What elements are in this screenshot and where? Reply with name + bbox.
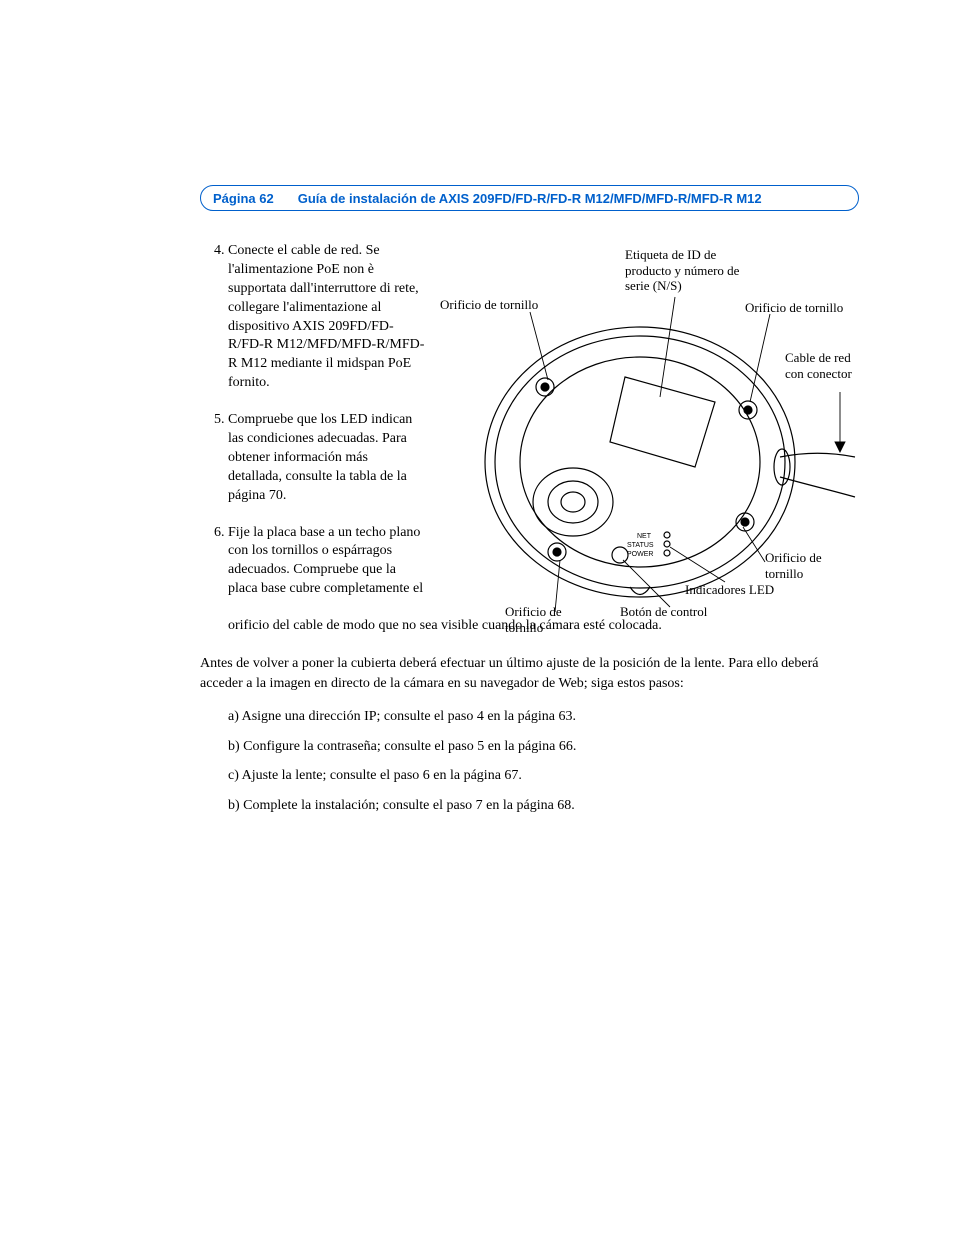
intro-paragraph: Antes de volver a poner la cubierta debe… bbox=[200, 654, 859, 693]
substep-c: c) Ajuste la lente; consulte el paso 6 e… bbox=[228, 766, 859, 786]
page-header: Página 62 Guía de instalación de AXIS 20… bbox=[200, 185, 859, 211]
label-screw-tl: Orificio de tornillo bbox=[440, 297, 538, 313]
content-body: Conecte el cable de red. Se l'alimentazi… bbox=[200, 242, 859, 826]
substep-b2: b) Complete la instalación; consulte el … bbox=[228, 796, 859, 816]
led-net-text: NET bbox=[637, 533, 652, 540]
step-5: Compruebe que los LED indican las condic… bbox=[228, 411, 425, 505]
document-title: Guía de instalación de AXIS 209FD/FD-R/F… bbox=[298, 191, 846, 206]
top-row: Conecte el cable de red. Se l'alimentazi… bbox=[200, 242, 859, 617]
label-id: Etiqueta de ID de producto y número de s… bbox=[625, 247, 765, 294]
led-status-text: STATUS bbox=[627, 542, 654, 549]
ordered-steps: Conecte el cable de red. Se l'alimentazi… bbox=[200, 242, 425, 599]
page-number: Página 62 bbox=[213, 191, 274, 206]
label-screw-tr: Orificio de tornillo bbox=[745, 300, 843, 316]
label-screw-br: Orificio de tornillo bbox=[765, 550, 845, 581]
device-diagram: NET STATUS POWER Etiqueta de ID de produ… bbox=[435, 242, 860, 647]
substeps-list: a) Asigne una dirección IP; consulte el … bbox=[228, 707, 859, 815]
label-control: Botón de control bbox=[620, 604, 707, 620]
label-cable: Cable de red con conector bbox=[785, 350, 865, 381]
step-6: Fije la placa base a un techo plano con … bbox=[228, 524, 425, 600]
page: Página 62 Guía de instalación de AXIS 20… bbox=[0, 0, 954, 1235]
steps-column: Conecte el cable de red. Se l'alimentazi… bbox=[200, 242, 425, 617]
step-4: Conecte el cable de red. Se l'alimentazi… bbox=[228, 242, 425, 393]
label-leds: Indicadores LED bbox=[685, 582, 774, 598]
label-screw-bl: Orificio de tornillo bbox=[505, 604, 585, 635]
led-power-text: POWER bbox=[627, 551, 653, 558]
substep-a: a) Asigne una dirección IP; consulte el … bbox=[228, 707, 859, 727]
substep-b1: b) Configure la contraseña; consulte el … bbox=[228, 737, 859, 757]
